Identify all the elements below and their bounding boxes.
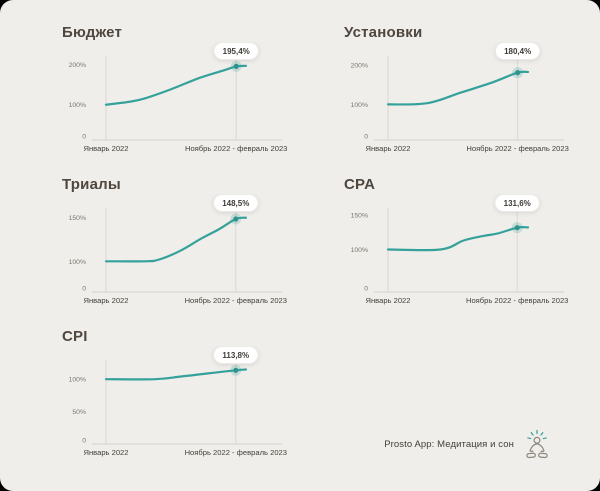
installs-line-chart[interactable]: 200% 100% 0 Январь 2022 Ноябрь 2022 - феврал… [340,42,580,157]
chart-title-installs: Установки [344,24,423,41]
chart-card-cpa: CPA 150% 100% 0 Январь 2022 Ноябрь 2022 - фе… [340,176,580,328]
y-tick-label: 200% [69,62,86,69]
y-tick-label: 100% [69,259,86,266]
chart-card-trials: Триалы 150% 100% 0 Январь 2022 Ноябрь 2022 -… [58,176,298,328]
chart-canvas: 200% 100% 0 Январь 2022 Ноябрь 2022 - феврал… [351,42,569,153]
charts-grid: Бюджет 200% 100% 0 Январь 2022 Ноябрь 2022 -… [58,24,580,480]
chart-canvas: 150% 100% 0 Январь 2022 Ноябрь 2022 - феврал… [69,194,287,305]
y-tick-label: 200% [351,62,368,69]
x-axis-label: Январь 2022 [365,296,410,305]
chart-title-cpa: CPA [344,176,376,193]
value-tooltip-label: 113,8% [222,351,249,360]
value-tooltip [213,42,259,60]
x-axis-label: Ноябрь 2022 - февраль 2023 [185,296,287,305]
y-tick-label: 100% [69,377,86,384]
chart-canvas: 100% 50% 0 Январь 2022 Ноябрь 2022 - февраль… [69,346,287,457]
brand-label: Prosto App: Медитация и сон [384,439,514,450]
x-axis-label: Январь 2022 [83,296,128,305]
x-axis-label: Ноябрь 2022 - февраль 2023 [466,296,568,305]
chart-canvas: 150% 100% 0 Январь 2022 Ноябрь 2022 - феврал… [351,194,568,305]
value-tooltip [213,346,259,364]
y-tick-label: 100% [351,102,368,109]
chart-card-cpi: CPI 100% 50% 0 Январь 2022 Ноябрь 2022 - фев… [58,328,298,480]
budget-line-chart[interactable]: 200% 100% 0 Январь 2022 Ноябрь 2022 - феврал… [58,42,298,157]
y-tick-label: 0 [82,438,86,445]
y-tick-label: 0 [82,286,86,293]
value-tooltip [494,42,541,60]
value-tooltip [494,194,540,212]
y-tick-label: 0 [364,286,368,293]
x-axis-label: Ноябрь 2022 - февраль 2023 [185,144,287,153]
trend-line [386,70,530,106]
marker-dot[interactable] [233,216,239,222]
chart-title-cpi: CPI [62,328,88,345]
x-axis-label: Январь 2022 [365,144,410,153]
trend-line [386,226,530,252]
y-tick-label: 0 [82,134,86,141]
footer-brand: Prosto App: Медитация и сон [384,428,552,461]
y-tick-label: 150% [69,215,86,222]
x-axis-label: Январь 2022 [83,144,128,153]
x-axis-label: Ноябрь 2022 - февраль 2023 [466,144,568,153]
marker-dot[interactable] [233,63,239,69]
value-tooltip-label: 180,4% [504,47,531,56]
trend-line [104,216,248,263]
x-axis-label: Ноябрь 2022 - февраль 2023 [185,448,287,457]
y-tick-label: 50% [72,409,86,416]
y-tick-label: 0 [364,134,368,141]
marker-dot[interactable] [514,225,520,231]
cpa-line-chart[interactable]: 150% 100% 0 Январь 2022 Ноябрь 2022 - феврал… [340,194,580,309]
x-axis-label: Январь 2022 [83,448,128,457]
chart-card-budget: Бюджет 200% 100% 0 Январь 2022 Ноябрь 2022 -… [58,24,298,176]
trend-line [104,368,248,381]
chart-title-trials: Триалы [62,176,121,193]
chart-canvas: 200% 100% 0 Январь 2022 Ноябрь 2022 - феврал… [69,42,287,153]
value-tooltip-label: 131,6% [504,199,531,208]
y-tick-label: 100% [351,247,368,254]
chart-title-budget: Бюджет [62,24,123,41]
trend-line [104,64,248,106]
y-tick-label: 100% [69,102,86,109]
chart-card-installs: Установки 200% 100% 0 Январь 2022 Ноябрь 202… [340,24,580,176]
marker-dot[interactable] [515,70,521,76]
y-tick-label: 150% [351,212,368,219]
meditation-icon [526,429,548,459]
marker-dot[interactable] [233,367,239,373]
value-tooltip [213,194,259,212]
value-tooltip-label: 195,4% [223,47,250,56]
value-tooltip-label: 148,5% [222,199,249,208]
trials-line-chart[interactable]: 150% 100% 0 Январь 2022 Ноябрь 2022 - феврал… [58,194,298,309]
cpi-line-chart[interactable]: 100% 50% 0 Январь 2022 Ноябрь 2022 - февраль… [58,346,298,461]
